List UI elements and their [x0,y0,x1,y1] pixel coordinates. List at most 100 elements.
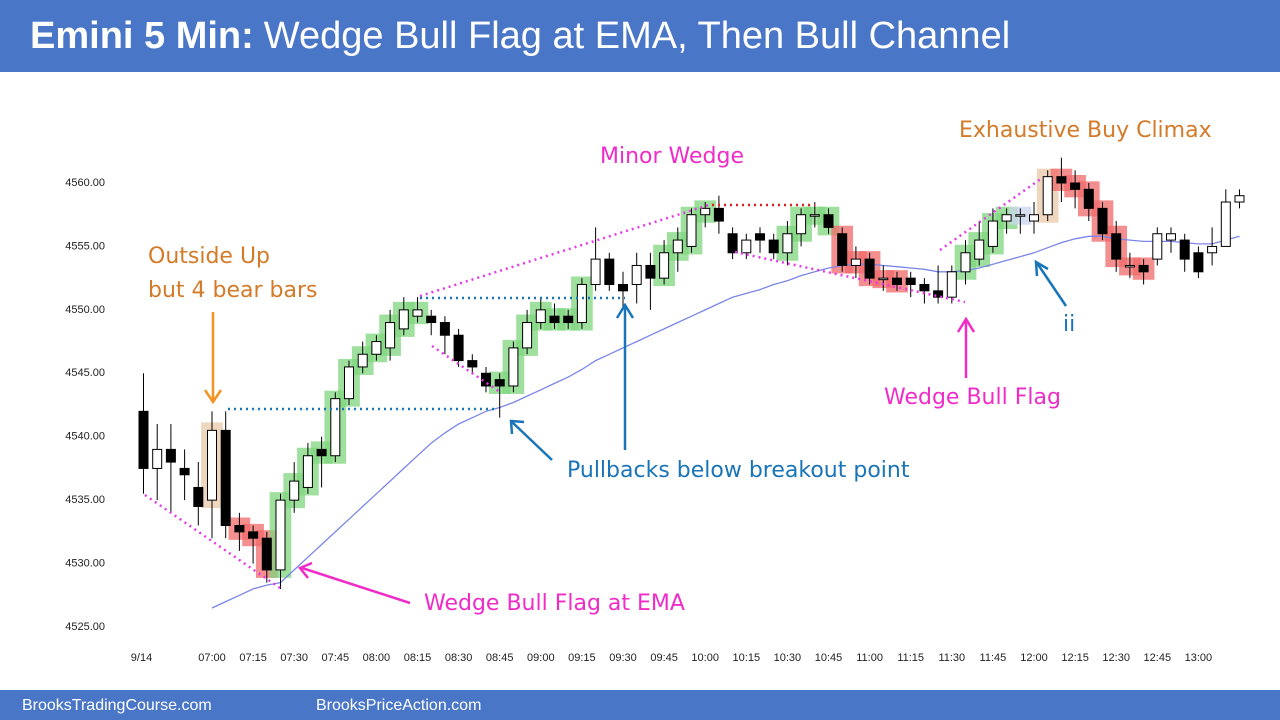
candle [1138,259,1149,285]
x-tick-label: 11:00 [856,652,883,664]
candle-body [330,398,341,457]
title-main: Wedge Bull Flag at EMA, Then Bull Channe… [264,15,1010,57]
candle-body [302,455,313,488]
annotation-lines [144,176,1068,605]
candle [892,271,902,291]
candle-body [987,220,998,247]
candle-body [686,214,697,247]
arrow [509,419,553,461]
candle-body [1234,195,1245,203]
candle-body [179,467,190,476]
candle [1111,221,1122,272]
candle-body [782,233,793,254]
candle-body [1097,207,1108,235]
candle [1070,170,1081,209]
x-tick-label: 12:00 [1020,652,1048,664]
annotation: Outside Up [148,244,270,269]
candle-body [207,429,217,501]
candle-body [727,233,738,254]
candle [727,227,738,260]
candle-body [631,264,642,285]
candle [330,392,341,463]
candle [782,221,793,266]
candle [426,309,437,336]
candle-body [960,252,971,273]
annotation: ii [1063,312,1075,337]
candle [645,252,656,310]
candle [919,278,930,304]
candle [659,240,670,285]
wedge-line [431,344,501,394]
candle [1001,208,1012,234]
candle [261,531,272,583]
candle [590,227,601,291]
annotations: Outside Up but 4 bear bars Wedge Bull Fl… [148,118,1212,616]
candle-body [755,233,765,241]
slide-title: Emini 5 Min: Wedge Bull Flag at EMA, Then… [30,15,1010,57]
candle [631,252,642,304]
candle [823,208,834,234]
candle [741,233,752,260]
candle [1083,183,1094,222]
annotation: Exhaustive Buy Climax [959,118,1212,143]
x-tick-label: 10:45 [815,652,843,664]
candle-body [522,322,533,349]
x-tick-label: 10:00 [691,652,719,664]
candle-body [618,283,628,292]
footer-bar [0,690,1280,720]
annotation: but 4 bear bars [148,278,318,303]
annotation: Wedge Bull Flag at EMA [424,591,685,616]
candle-body [549,315,560,324]
candle [302,443,313,494]
candle [563,309,574,329]
candle [864,252,875,285]
candle [535,297,546,329]
candle-body [371,341,382,355]
x-tick-label: 07:30 [280,652,308,664]
ema-line [211,235,1240,609]
candle-body [1042,176,1053,216]
x-tick-label: 12:45 [1144,652,1172,664]
candle [809,202,820,228]
candle-body [1070,182,1081,190]
candle [878,265,889,291]
candle [755,227,765,253]
annotation: Minor Wedge [600,144,744,169]
x-tick-label: 09:45 [650,652,678,664]
candle [1220,189,1231,247]
candle-body [535,309,546,324]
arrow [203,312,223,405]
candle-body [138,410,149,469]
candle-body [426,315,437,324]
candle-body [796,214,807,235]
x-tick-label: 08:15 [404,652,432,664]
candle [1042,170,1053,222]
x-tick-label: 11:15 [897,652,924,664]
candle [700,202,711,228]
candle [179,449,190,501]
candle-body [385,322,396,349]
candle-body [892,277,902,285]
candle-body [563,315,574,324]
y-tick-label: 4540.00 [65,431,105,443]
x-tick-label: 11:45 [980,652,1007,664]
candle-body [1001,214,1012,222]
candle [453,328,464,367]
candle [398,297,409,336]
x-tick-label: 11:30 [938,652,965,664]
candle-body [261,537,272,571]
candle-body [672,239,683,254]
y-tick-label: 4525.00 [65,621,105,633]
candle-body [1111,233,1122,260]
candle [494,373,505,418]
candle [905,271,916,298]
candle-body [453,334,464,362]
candle [837,227,848,272]
arrow [297,561,411,605]
y-tick-label: 4555.00 [65,240,105,252]
y-tick-label: 4530.00 [65,557,105,569]
candle [207,411,217,539]
candle-body [1179,239,1190,260]
footer-right: BrooksPriceAction.com [316,697,481,714]
candle-body [248,531,259,539]
